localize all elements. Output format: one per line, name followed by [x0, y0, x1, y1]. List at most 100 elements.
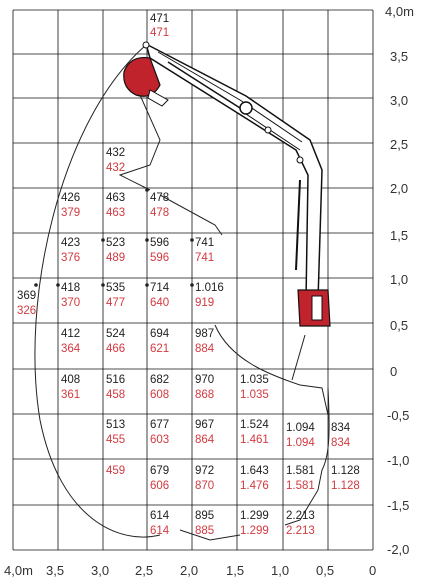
y-label-4: 4,0m [385, 4, 414, 19]
cell-black: 1.299 [240, 510, 269, 522]
pivot-joint [239, 101, 253, 115]
pivot-joint [296, 156, 304, 164]
cell-red: 379 [61, 207, 81, 219]
cell-red: 466 [106, 343, 126, 355]
cell-black: 972 [195, 465, 215, 477]
cell-black: 677 [150, 419, 170, 431]
cell-black: 714 [150, 282, 170, 294]
cell-red: 376 [61, 252, 81, 264]
grid-marker-dot [145, 238, 149, 242]
x-label-1-5: 1,5 [226, 563, 245, 578]
cell-black: 418 [61, 282, 81, 294]
cell-black: 513 [106, 419, 126, 431]
cell-red: 614 [150, 525, 170, 537]
cell-red: 885 [195, 525, 215, 537]
cell-black: 535 [106, 282, 126, 294]
y-label-3: 3,0 [390, 93, 409, 108]
cell-black: 463 [106, 192, 126, 204]
x-label-4: 4,0m [4, 563, 33, 578]
cell-red: 458 [106, 389, 126, 401]
connector-curve [291, 334, 306, 381]
reach-curves [34, 44, 330, 541]
cell-red: 1.128 [331, 480, 360, 492]
connector-curve [118, 94, 161, 191]
cell-red: 741 [195, 252, 215, 264]
cell-red: 364 [61, 343, 81, 355]
connector-curve [179, 529, 241, 541]
x-label-3-5: 3,5 [46, 563, 65, 578]
cell-red: 870 [195, 480, 215, 492]
cell-red: 478 [150, 207, 170, 219]
cell-red: 463 [106, 207, 126, 219]
cell-red: 1.299 [240, 525, 269, 537]
cell-black: 369 [17, 290, 37, 302]
cell-red: 1.476 [240, 480, 269, 492]
cell-red: 471 [150, 27, 170, 39]
cell-red: 326 [17, 305, 37, 317]
cell-black: 1.016 [195, 282, 224, 294]
cell-red: 1.581 [286, 480, 315, 492]
cell-red: 361 [61, 389, 81, 401]
y-label-m1: -1,0 [387, 453, 410, 468]
grid-marker-dot [56, 283, 60, 287]
x-label-2: 2,0 [180, 563, 199, 578]
x-label-0: 0 [369, 563, 377, 578]
cell-red: 459 [106, 465, 126, 477]
cell-black: 679 [150, 465, 170, 477]
cell-red: 884 [195, 343, 215, 355]
cell-black: 423 [61, 237, 81, 249]
cell-black: 1.581 [286, 465, 315, 477]
cell-red: 834 [331, 437, 351, 449]
cell-black: 412 [61, 328, 81, 340]
cell-black: 682 [150, 374, 170, 386]
cell-black: 1.524 [240, 419, 269, 431]
cell-red: 432 [106, 162, 126, 174]
cell-red: 1.094 [286, 437, 315, 449]
y-label-m1-5: -1,5 [387, 498, 410, 513]
cell-black: 426 [61, 192, 81, 204]
cell-red: 2.213 [286, 525, 315, 537]
y-label-1: 1,0 [390, 272, 409, 287]
bucket [123, 56, 161, 97]
cell-black: 408 [61, 374, 81, 386]
bucket-tip [147, 89, 169, 107]
hydraulic-cylinder [295, 179, 301, 271]
grid-marker-dot [101, 238, 105, 242]
x-label-3: 3,0 [91, 563, 110, 578]
cell-black: 1.094 [286, 422, 315, 434]
cell-black: 741 [195, 237, 215, 249]
cell-black: 834 [331, 422, 351, 434]
connector-curve [284, 387, 330, 526]
crane-arm-drawing [123, 41, 331, 327]
x-label-1: 1,0 [271, 563, 290, 578]
outer-reach-curve [34, 44, 161, 538]
cell-black: 523 [106, 237, 126, 249]
connector-curve [159, 194, 223, 236]
cell-black: 967 [195, 419, 215, 431]
y-label-m0-5: -0,5 [387, 408, 410, 423]
cell-black: 614 [150, 510, 170, 522]
cell-black: 471 [150, 13, 170, 25]
cell-red: 640 [150, 297, 170, 309]
cell-black: 970 [195, 374, 215, 386]
bucket-pivot [142, 41, 150, 49]
cell-red: 1.035 [240, 389, 269, 401]
cell-black: 524 [106, 328, 126, 340]
cell-black: 1.643 [240, 465, 269, 477]
cell-black: 516 [106, 374, 126, 386]
y-label-1-5: 1,5 [390, 228, 409, 243]
grid-marker-dot [145, 283, 149, 287]
x-label-2-5: 2,5 [135, 563, 154, 578]
cell-red: 603 [150, 434, 170, 446]
y-label-0: 0 [390, 364, 398, 379]
cell-red: 370 [61, 297, 81, 309]
base-bracket [311, 295, 323, 321]
cell-red: 489 [106, 252, 126, 264]
cell-red: 864 [195, 434, 215, 446]
y-label-0-5: 0,5 [390, 318, 409, 333]
cell-black: 478 [150, 192, 170, 204]
cell-red: 455 [106, 434, 126, 446]
cell-black: 694 [150, 328, 170, 340]
